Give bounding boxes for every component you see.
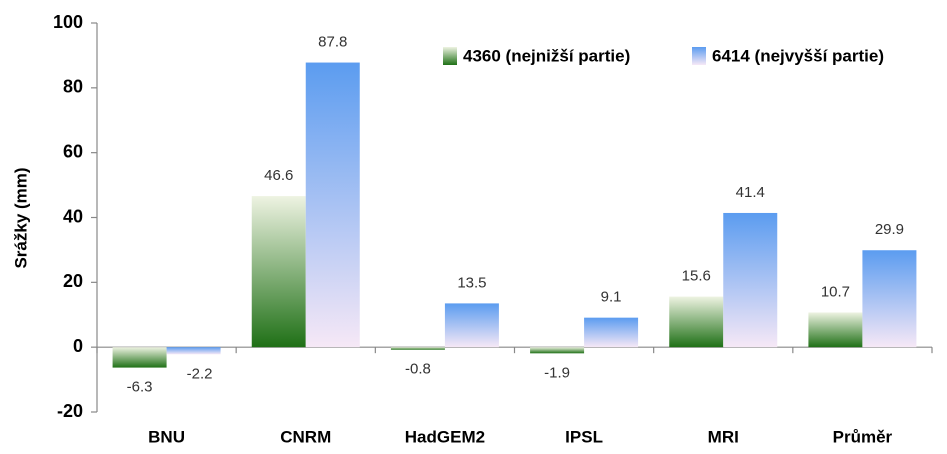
bar: [723, 212, 778, 348]
y-axis-label: Srážky (mm): [11, 167, 30, 268]
y-tick-label: 40: [63, 206, 83, 226]
y-tick-label: 100: [53, 12, 83, 32]
x-tick-label: HadGEM2: [405, 427, 485, 446]
data-label: -1.9: [544, 364, 570, 381]
x-tick-label: Průměr: [833, 427, 893, 446]
bar: [444, 303, 499, 348]
data-label: 29.9: [875, 221, 904, 238]
x-tick-label: IPSL: [565, 427, 603, 446]
legend-swatch: [443, 47, 457, 65]
bar: [251, 196, 306, 348]
legend-swatch: [692, 47, 706, 65]
data-label: 41.4: [736, 184, 765, 201]
bar: [808, 312, 863, 348]
bar: [862, 250, 917, 348]
x-tick-label: MRI: [708, 427, 739, 446]
bar: [584, 317, 639, 348]
legend-label: 6414 (nejvyšší partie): [712, 46, 884, 65]
bar: [112, 347, 167, 368]
bar: [669, 296, 724, 348]
y-tick-label: 80: [63, 77, 83, 97]
y-tick-label: 0: [73, 336, 83, 356]
bar: [166, 347, 221, 355]
bar: [390, 347, 445, 350]
data-label: -2.2: [187, 365, 213, 382]
data-label: 13.5: [457, 274, 486, 291]
y-tick-label: 20: [63, 271, 83, 291]
data-label: 9.1: [601, 289, 622, 306]
bar: [530, 347, 585, 354]
x-tick-label: CNRM: [280, 427, 331, 446]
y-tick-label: -20: [57, 401, 83, 421]
data-label: -0.8: [405, 361, 431, 378]
data-label: 87.8: [318, 34, 347, 51]
bar: [305, 62, 360, 348]
data-label: -6.3: [127, 379, 153, 396]
y-tick-label: 60: [63, 141, 83, 161]
data-label: 15.6: [682, 268, 711, 285]
legend-label: 4360 (nejnižší partie): [463, 46, 630, 65]
data-label: 46.6: [264, 167, 293, 184]
data-label: 10.7: [821, 283, 850, 300]
x-tick-label: BNU: [148, 427, 185, 446]
